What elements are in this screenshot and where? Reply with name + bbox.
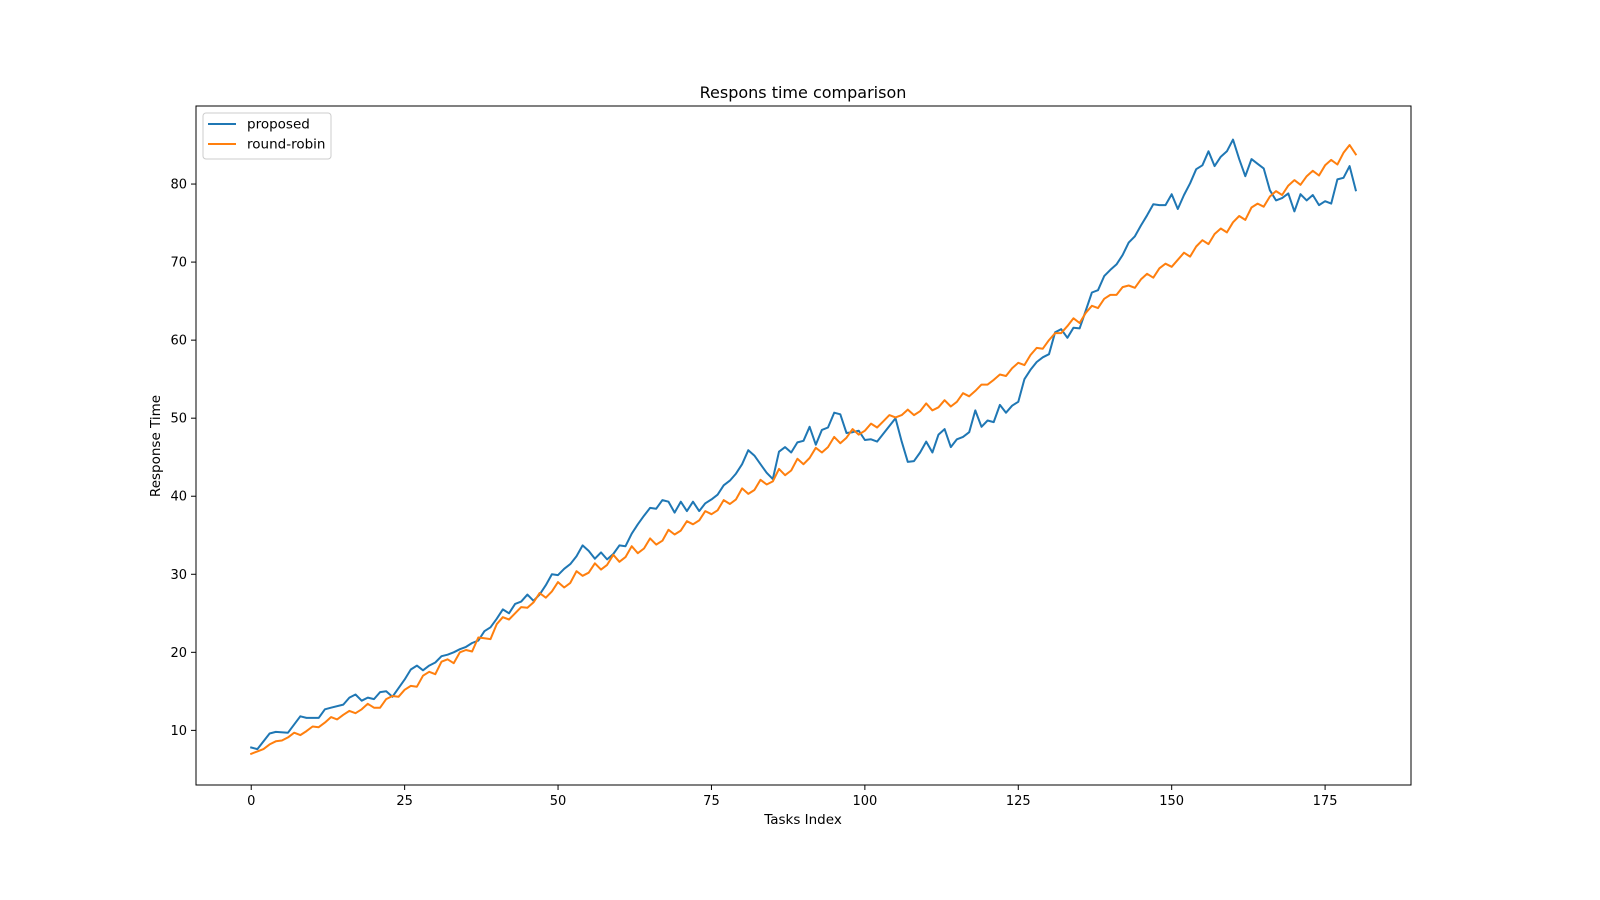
y-axis-ticks: 10 20 30 40 50 60 70 80 <box>170 178 196 739</box>
x-axis-label: Tasks Index <box>763 812 842 828</box>
legend-label-round-robin: round-robin <box>247 137 325 153</box>
x-tick-label: 100 <box>852 794 877 809</box>
x-tick-label: 0 <box>247 794 255 809</box>
plot-frame <box>195 105 1412 786</box>
y-tick-label: 30 <box>170 568 187 583</box>
chart-title: Respons time comparison <box>700 83 907 102</box>
x-tick-label: 150 <box>1159 794 1184 809</box>
plot-lines <box>249 138 1358 756</box>
x-tick-label: 25 <box>396 794 413 809</box>
series-line-proposed <box>249 138 1358 751</box>
y-tick-label: 40 <box>170 490 187 505</box>
x-tick-label: 125 <box>1006 794 1031 809</box>
x-tick-label: 50 <box>550 794 567 809</box>
y-tick-label: 80 <box>170 178 187 193</box>
x-tick-label: 75 <box>703 794 720 809</box>
y-tick-label: 70 <box>170 256 187 271</box>
legend: proposed round-robin <box>202 112 332 160</box>
series-line-round-robin <box>249 144 1358 756</box>
y-tick-label: 20 <box>170 646 187 661</box>
legend-label-proposed: proposed <box>247 117 310 133</box>
x-tick-label: 175 <box>1313 794 1338 809</box>
y-tick-label: 60 <box>170 334 187 349</box>
y-axis-label: Response Time <box>148 395 164 497</box>
y-tick-label: 50 <box>170 412 187 427</box>
x-axis-ticks: 0 25 50 75 100 125 150 175 <box>247 785 1338 809</box>
y-tick-label: 10 <box>170 724 187 739</box>
